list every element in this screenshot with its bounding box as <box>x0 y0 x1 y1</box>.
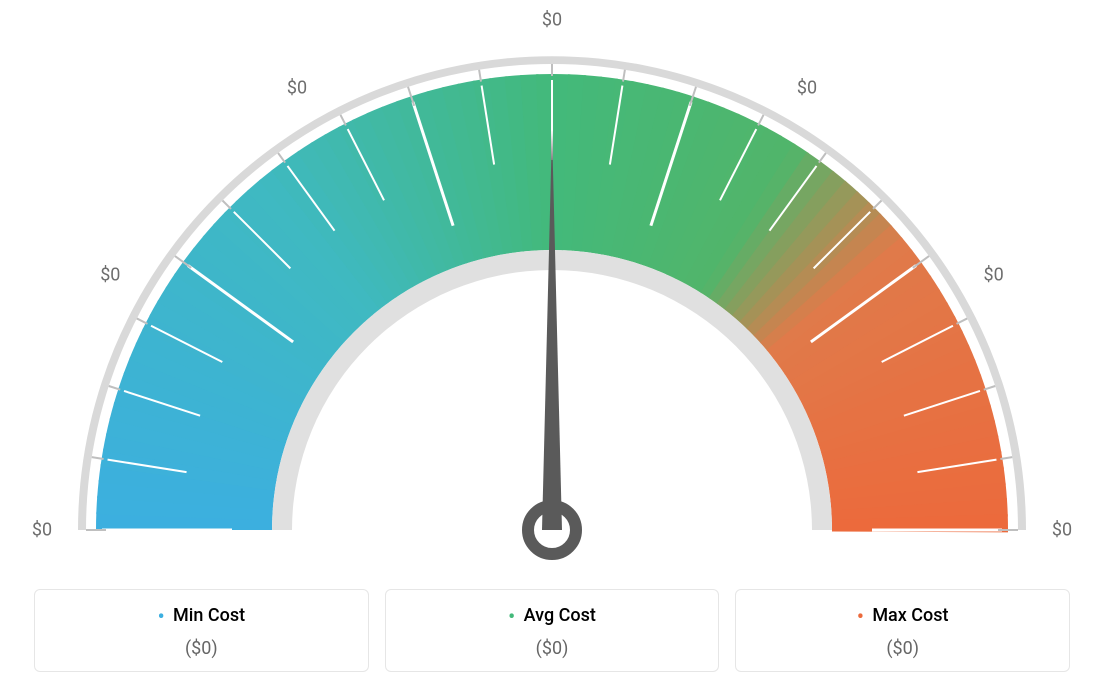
legend-value-max: ($0) <box>746 638 1059 659</box>
legend-label-max: Max Cost <box>872 605 948 626</box>
legend-label-avg: Avg Cost <box>524 605 596 626</box>
gauge-axis-label: $0 <box>984 265 1004 286</box>
legend-dot-max: • <box>857 604 864 628</box>
gauge-axis-label: $0 <box>32 520 52 541</box>
legend-row: • Min Cost ($0) • Avg Cost ($0) • Max Co… <box>34 589 1070 672</box>
legend-dot-min: • <box>158 604 165 628</box>
legend-title-min: • Min Cost <box>45 604 358 628</box>
legend-label-min: Min Cost <box>173 605 245 626</box>
gauge-axis-label: $0 <box>542 10 562 31</box>
legend-value-min: ($0) <box>45 638 358 659</box>
gauge-axis-label: $0 <box>797 78 817 99</box>
legend-value-avg: ($0) <box>396 638 709 659</box>
legend-card-max: • Max Cost ($0) <box>735 589 1070 672</box>
gauge-axis-label: $0 <box>1052 520 1072 541</box>
legend-dot-avg: • <box>508 604 515 628</box>
gauge-axis-label: $0 <box>287 78 307 99</box>
gauge-svg <box>0 0 1104 560</box>
gauge-chart: $0 $0 $0 $0 $0 $0 $0 <box>0 0 1104 560</box>
legend-title-max: • Max Cost <box>746 604 1059 628</box>
gauge-axis-label: $0 <box>100 265 120 286</box>
chart-wrapper: $0 $0 $0 $0 $0 $0 $0 • Min Cost ($0) • Avg Cos… <box>0 0 1104 690</box>
legend-card-min: • Min Cost ($0) <box>34 589 369 672</box>
legend-card-avg: • Avg Cost ($0) <box>385 589 720 672</box>
legend-title-avg: • Avg Cost <box>396 604 709 628</box>
